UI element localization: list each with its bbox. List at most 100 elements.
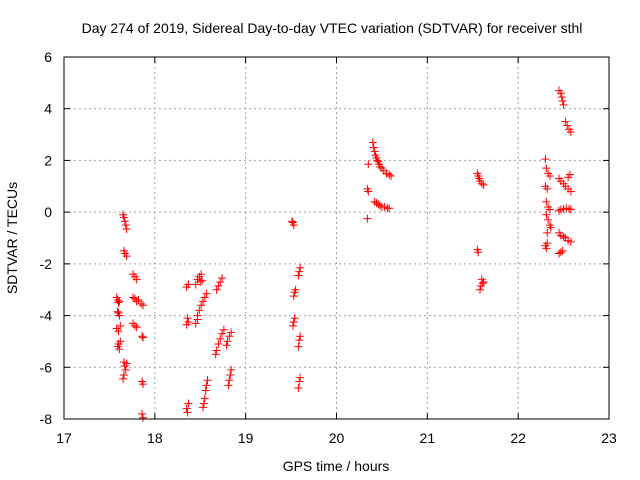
y-tick-label: -8: [40, 411, 53, 427]
data-point: [296, 373, 305, 382]
data-point: [368, 138, 377, 147]
data-point: [115, 311, 124, 320]
data-point: [296, 332, 305, 341]
data-point: [385, 204, 394, 213]
data-point: [295, 377, 304, 386]
data-point: [542, 244, 551, 253]
data-point: [289, 292, 298, 301]
data-point: [132, 297, 141, 306]
x-tick-label: 20: [329, 430, 345, 446]
data-point: [122, 224, 131, 233]
data-point: [558, 96, 567, 105]
data-point: [227, 328, 236, 337]
data-point: [296, 263, 305, 272]
data-point: [184, 280, 193, 289]
x-tick-label: 19: [238, 430, 254, 446]
data-point: [558, 246, 567, 255]
data-point: [566, 237, 575, 246]
x-tick-label: 21: [420, 430, 436, 446]
data-point: [212, 285, 221, 294]
data-point: [376, 201, 385, 210]
data-point: [199, 399, 208, 408]
data-point: [364, 160, 373, 169]
y-tick-label: 6: [44, 49, 52, 65]
data-point: [184, 399, 193, 408]
x-tick-label: 18: [147, 430, 163, 446]
data-point: [203, 376, 212, 385]
data-point: [565, 205, 574, 214]
data-point: [288, 321, 297, 330]
data-point: [202, 289, 211, 298]
data-point: [295, 267, 304, 276]
data-point: [373, 156, 382, 165]
data-point: [119, 371, 128, 380]
data-point: [227, 365, 236, 374]
data-point: [289, 318, 298, 327]
data-point: [542, 197, 551, 206]
data-point: [132, 275, 141, 284]
data-point: [290, 314, 299, 323]
data-point: [557, 93, 566, 102]
data-point: [226, 371, 235, 380]
data-point: [138, 332, 147, 341]
data-point: [294, 271, 303, 280]
data-point: [115, 345, 124, 354]
data-point: [294, 383, 303, 392]
grid-layer: [64, 57, 609, 419]
data-point: [191, 319, 200, 328]
data-point: [116, 337, 125, 346]
data-point: [196, 277, 205, 286]
data-point: [197, 301, 206, 310]
data-point: [219, 325, 228, 334]
data-point: [132, 323, 141, 332]
data-point: [201, 386, 210, 395]
data-point: [545, 171, 554, 180]
data-point: [545, 205, 554, 214]
data-point: [474, 248, 483, 257]
data-point: [198, 297, 207, 306]
data-point: [542, 164, 551, 173]
data-point: [566, 127, 575, 136]
data-point: [225, 376, 234, 385]
data-point: [122, 252, 131, 261]
data-point: [563, 121, 572, 130]
data-point: [198, 403, 207, 412]
data-point: [287, 217, 296, 226]
data-point: [477, 179, 486, 188]
data-point: [216, 277, 225, 286]
data-point: [479, 180, 488, 189]
data-point: [561, 117, 570, 126]
y-tick-label: -2: [40, 256, 53, 272]
data-point: [364, 187, 373, 196]
y-tick-label: 0: [44, 204, 52, 220]
data-point: [114, 298, 123, 307]
data-point: [216, 334, 225, 343]
data-point: [476, 285, 485, 294]
y-axis-label: SDTVAR / TECUs: [4, 182, 20, 294]
data-point: [138, 409, 147, 418]
y-tick-label: -6: [40, 359, 53, 375]
x-tick-label: 23: [601, 430, 617, 446]
data-point: [543, 184, 552, 193]
data-point: [182, 320, 191, 329]
data-point: [139, 301, 148, 310]
data-point: [114, 327, 123, 336]
data-point: [193, 315, 202, 324]
data-point: [197, 270, 206, 279]
data-point: [183, 408, 192, 417]
data-point: [214, 281, 223, 290]
ticks-layer: 17 18 19 20 21 22 23 -8 -6 -4 -2 0 2 4 6: [40, 49, 617, 446]
data-point: [222, 341, 231, 350]
data-point: [555, 206, 564, 215]
x-tick-label: 22: [510, 430, 526, 446]
data-point: [290, 288, 299, 297]
data-point: [294, 342, 303, 351]
data-point: [541, 155, 550, 164]
data-point: [543, 239, 552, 248]
data-point: [119, 213, 128, 222]
data-point: [223, 337, 232, 346]
data-points: [112, 86, 575, 422]
data-point: [225, 332, 234, 341]
data-point: [191, 280, 200, 289]
